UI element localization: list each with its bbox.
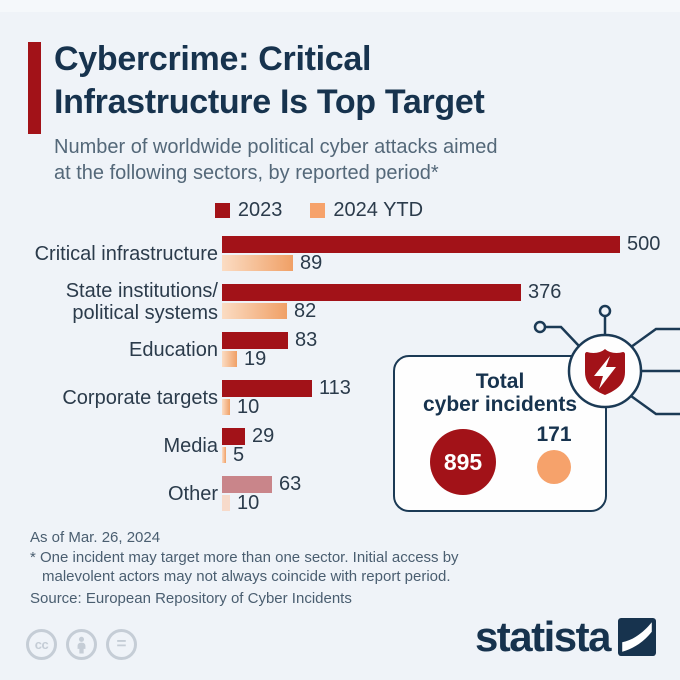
bar-group-corporate-targets: Corporate targets 113 10 (0, 377, 680, 418)
total-2024-circle (537, 450, 571, 484)
category-label: Education (129, 339, 218, 361)
bar-value-label: 83 (295, 329, 318, 351)
bar-chart: Critical infrastructure 500 89 State instit… (0, 233, 680, 516)
as-of-date: As of Mar. 26, 2024 (30, 529, 161, 546)
inset-title-line-1: Total (475, 370, 525, 393)
total-2023-value: 895 (443, 448, 483, 475)
page-title: Cybercrime: Critical Infrastructure Is T… (54, 38, 485, 124)
bar-row-2023: 500 (222, 233, 661, 255)
total-2024-value: 171 (536, 423, 572, 446)
category-label: Media (163, 435, 218, 457)
bar-value-label: 19 (244, 347, 267, 370)
cc-license-icons[interactable]: cc = (26, 629, 137, 660)
footnote-line-2: malevolent actors may not always coincid… (42, 568, 451, 585)
bar (222, 284, 521, 301)
chart-legend: 2023 2024 YTD (0, 199, 680, 222)
bar-row-2023: 83 (222, 329, 318, 351)
bar-group-education: Education 83 19 (0, 329, 680, 370)
bar-row-2023: 29 (222, 425, 275, 447)
bar-row-2024-ytd: 5 (222, 443, 245, 466)
subtitle-line-2: at the following sectors, by reported pe… (54, 162, 439, 184)
top-strip (0, 0, 680, 12)
statista-logo-text: statista (474, 613, 612, 660)
equals-icon[interactable]: = (106, 629, 137, 660)
bar (222, 428, 245, 445)
legend-label-2023: 2023 (237, 199, 283, 221)
category-label: Corporate targets (62, 387, 218, 409)
bar-value-label: 82 (294, 299, 317, 322)
total-incidents-card: Total cyber incidents 895 171 (393, 355, 607, 512)
footnote: * One incident may target more than one … (30, 548, 459, 586)
bar-value-label: 10 (237, 395, 260, 418)
legend-swatch-2023 (214, 203, 230, 218)
bar-value-label: 113 (319, 377, 351, 399)
cc-icon[interactable]: cc (26, 629, 57, 660)
title-accent-bar (28, 42, 41, 134)
bar (222, 351, 237, 367)
category-label: Other (167, 483, 218, 505)
bar-group-state-institutions-: State institutions/political systems 376 8… (0, 280, 680, 324)
bar-value-label: 500 (627, 233, 661, 255)
bar-value-label: 376 (528, 281, 562, 303)
bar-group-critical-infrastructure: Critical infrastructure 500 89 (0, 233, 680, 274)
bar-value-label: 10 (237, 491, 260, 514)
legend-label-2024: 2024 YTD (333, 199, 424, 221)
bar-row-2024-ytd: 19 (222, 347, 267, 370)
bar (222, 236, 620, 253)
page-subtitle: Number of worldwide political cyber atta… (54, 134, 498, 186)
bar-row-2023: 63 (222, 473, 302, 495)
bar-group-other: Other 63 10 (0, 473, 680, 514)
attribution-person-icon[interactable] (66, 629, 97, 660)
legend-item-2023: 2023 (214, 199, 283, 222)
bar (222, 255, 293, 271)
bar (222, 476, 272, 493)
source-credit: Source: European Repository of Cyber Inc… (30, 590, 352, 607)
subtitle-line-1: Number of worldwide political cyber atta… (54, 136, 498, 158)
bar-row-2024-ytd: 10 (222, 395, 260, 418)
bar-row-2023: 376 (222, 281, 562, 303)
bar (222, 332, 288, 349)
bar-value-label: 5 (233, 443, 245, 466)
bar (222, 303, 287, 319)
bar-row-2024-ytd: 82 (222, 299, 317, 322)
bar (222, 399, 230, 415)
footnote-line-1: * One incident may target more than one … (30, 549, 459, 566)
legend-item-2024: 2024 YTD (310, 199, 423, 222)
statista-logo-mark (618, 618, 656, 656)
bar-row-2023: 113 (222, 377, 351, 399)
bar (222, 380, 312, 397)
bar-group-media: Media 29 5 (0, 425, 680, 466)
statista-logo[interactable]: statista (475, 616, 656, 658)
bar-row-2024-ytd: 89 (222, 251, 323, 274)
bar-value-label: 63 (279, 473, 302, 495)
bar-row-2024-ytd: 10 (222, 491, 260, 514)
legend-swatch-2024 (310, 203, 326, 218)
category-label: Critical infrastructure (34, 243, 218, 265)
bar (222, 447, 226, 463)
title-line-2: Infrastructure Is Top Target (54, 83, 485, 121)
inset-title-line-2: cyber incidents (422, 393, 578, 416)
title-line-1: Cybercrime: Critical (54, 40, 372, 78)
total-2023-circle: 895 (430, 429, 496, 495)
total-incidents-title: Total cyber incidents (395, 370, 605, 416)
bar-value-label: 29 (252, 425, 275, 447)
bar (222, 495, 230, 511)
category-label: State institutions/political systems (65, 280, 218, 324)
bar-value-label: 89 (300, 251, 323, 274)
